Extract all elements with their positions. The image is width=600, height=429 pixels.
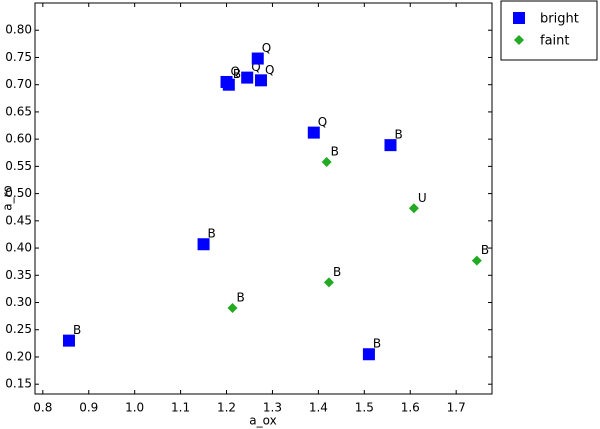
point-label: Q bbox=[265, 63, 274, 77]
point-label: Q bbox=[318, 115, 327, 129]
legend-box bbox=[500, 0, 598, 61]
x-tick-label: 1.1 bbox=[171, 401, 190, 415]
x-tick-label: 1.7 bbox=[447, 401, 466, 415]
x-tick-label: 0.9 bbox=[79, 401, 98, 415]
point bbox=[321, 157, 332, 168]
x-tick-label: 1.3 bbox=[263, 401, 282, 415]
point-label: Q bbox=[251, 60, 260, 74]
y-tick-label: 0.65 bbox=[5, 104, 32, 118]
x-tick-label: 1.5 bbox=[355, 401, 374, 415]
point-label: B bbox=[394, 128, 402, 142]
point bbox=[62, 334, 75, 347]
point-label: U bbox=[418, 191, 427, 205]
legend-label: bright bbox=[540, 12, 579, 27]
y-tick-label: 0.20 bbox=[5, 349, 32, 363]
y-tick-label: 0.75 bbox=[5, 50, 32, 64]
point bbox=[307, 126, 320, 139]
y-tick-label: 0.50 bbox=[5, 186, 32, 200]
y-tick-label: 0.30 bbox=[5, 295, 32, 309]
point-label: Q bbox=[262, 41, 271, 55]
x-tick-label: 1.0 bbox=[125, 401, 144, 415]
y-tick-label: 0.15 bbox=[5, 377, 32, 391]
point-label: B bbox=[481, 243, 489, 257]
point-label: B bbox=[236, 290, 244, 304]
x-tick-label: 0.8 bbox=[33, 401, 52, 415]
point bbox=[241, 71, 254, 84]
y-tick-label: 0.25 bbox=[5, 322, 32, 336]
legend-marker bbox=[513, 12, 525, 24]
point-label: B bbox=[73, 323, 81, 337]
point bbox=[384, 139, 397, 152]
point bbox=[251, 52, 264, 65]
y-tick-label: 0.70 bbox=[5, 77, 32, 91]
point-label: B bbox=[331, 145, 339, 159]
y-axis-label: a_ro bbox=[1, 185, 15, 210]
y-tick-label: 0.60 bbox=[5, 132, 32, 146]
point-label: B bbox=[208, 227, 216, 241]
y-tick-label: 0.35 bbox=[5, 268, 32, 282]
point-label: B bbox=[373, 337, 381, 351]
x-tick-label: 1.6 bbox=[401, 401, 420, 415]
point bbox=[222, 78, 235, 91]
point bbox=[362, 348, 375, 361]
x-axis-label: a_ox bbox=[249, 414, 276, 428]
y-tick-label: 0.45 bbox=[5, 213, 32, 227]
plot-frame bbox=[34, 2, 493, 395]
point bbox=[227, 302, 238, 313]
point-label: B bbox=[233, 67, 241, 81]
point bbox=[323, 277, 334, 288]
x-tick-label: 1.2 bbox=[217, 401, 236, 415]
point bbox=[408, 203, 419, 214]
point bbox=[254, 74, 267, 87]
legend-marker bbox=[514, 35, 524, 45]
y-tick-label: 0.80 bbox=[5, 23, 32, 37]
x-tick-label: 1.4 bbox=[309, 401, 328, 415]
point-label: B bbox=[333, 265, 341, 279]
legend-label: faint bbox=[540, 34, 570, 49]
point bbox=[471, 255, 482, 266]
point bbox=[197, 238, 210, 251]
y-tick-label: 0.55 bbox=[5, 159, 32, 173]
y-tick-label: 0.40 bbox=[5, 241, 32, 255]
point-label: Q bbox=[231, 64, 240, 78]
